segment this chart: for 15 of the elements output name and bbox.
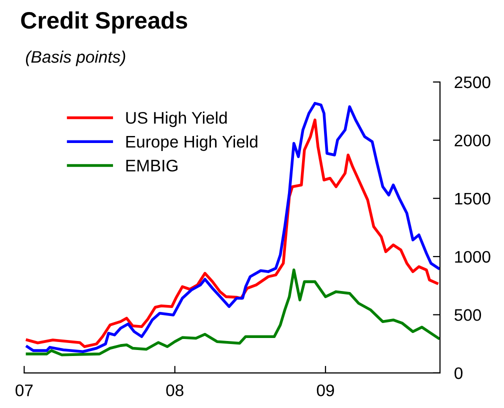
x-tick-label: 07 (16, 384, 33, 396)
y-tick-label: 2000 (454, 134, 490, 146)
y-tick-label: 1000 (455, 250, 490, 263)
legend-label: Europe High Yield (126, 135, 258, 151)
legend-label: EMBIG (126, 160, 178, 172)
x-tick-label: 09 (316, 384, 334, 396)
legend-label: US High Yield (126, 112, 227, 128)
y-tick-label: 1500 (455, 192, 490, 205)
chart-subtitle: (Basis points) (26, 50, 126, 66)
y-tick-label: 500 (454, 309, 482, 321)
x-tick-label: 08 (166, 384, 184, 396)
y-tick-label: 0 (454, 367, 462, 380)
y-tick-label: 2500 (454, 76, 490, 88)
chart-title: Credit Spreads (21, 11, 188, 34)
line-series (26, 268, 440, 356)
